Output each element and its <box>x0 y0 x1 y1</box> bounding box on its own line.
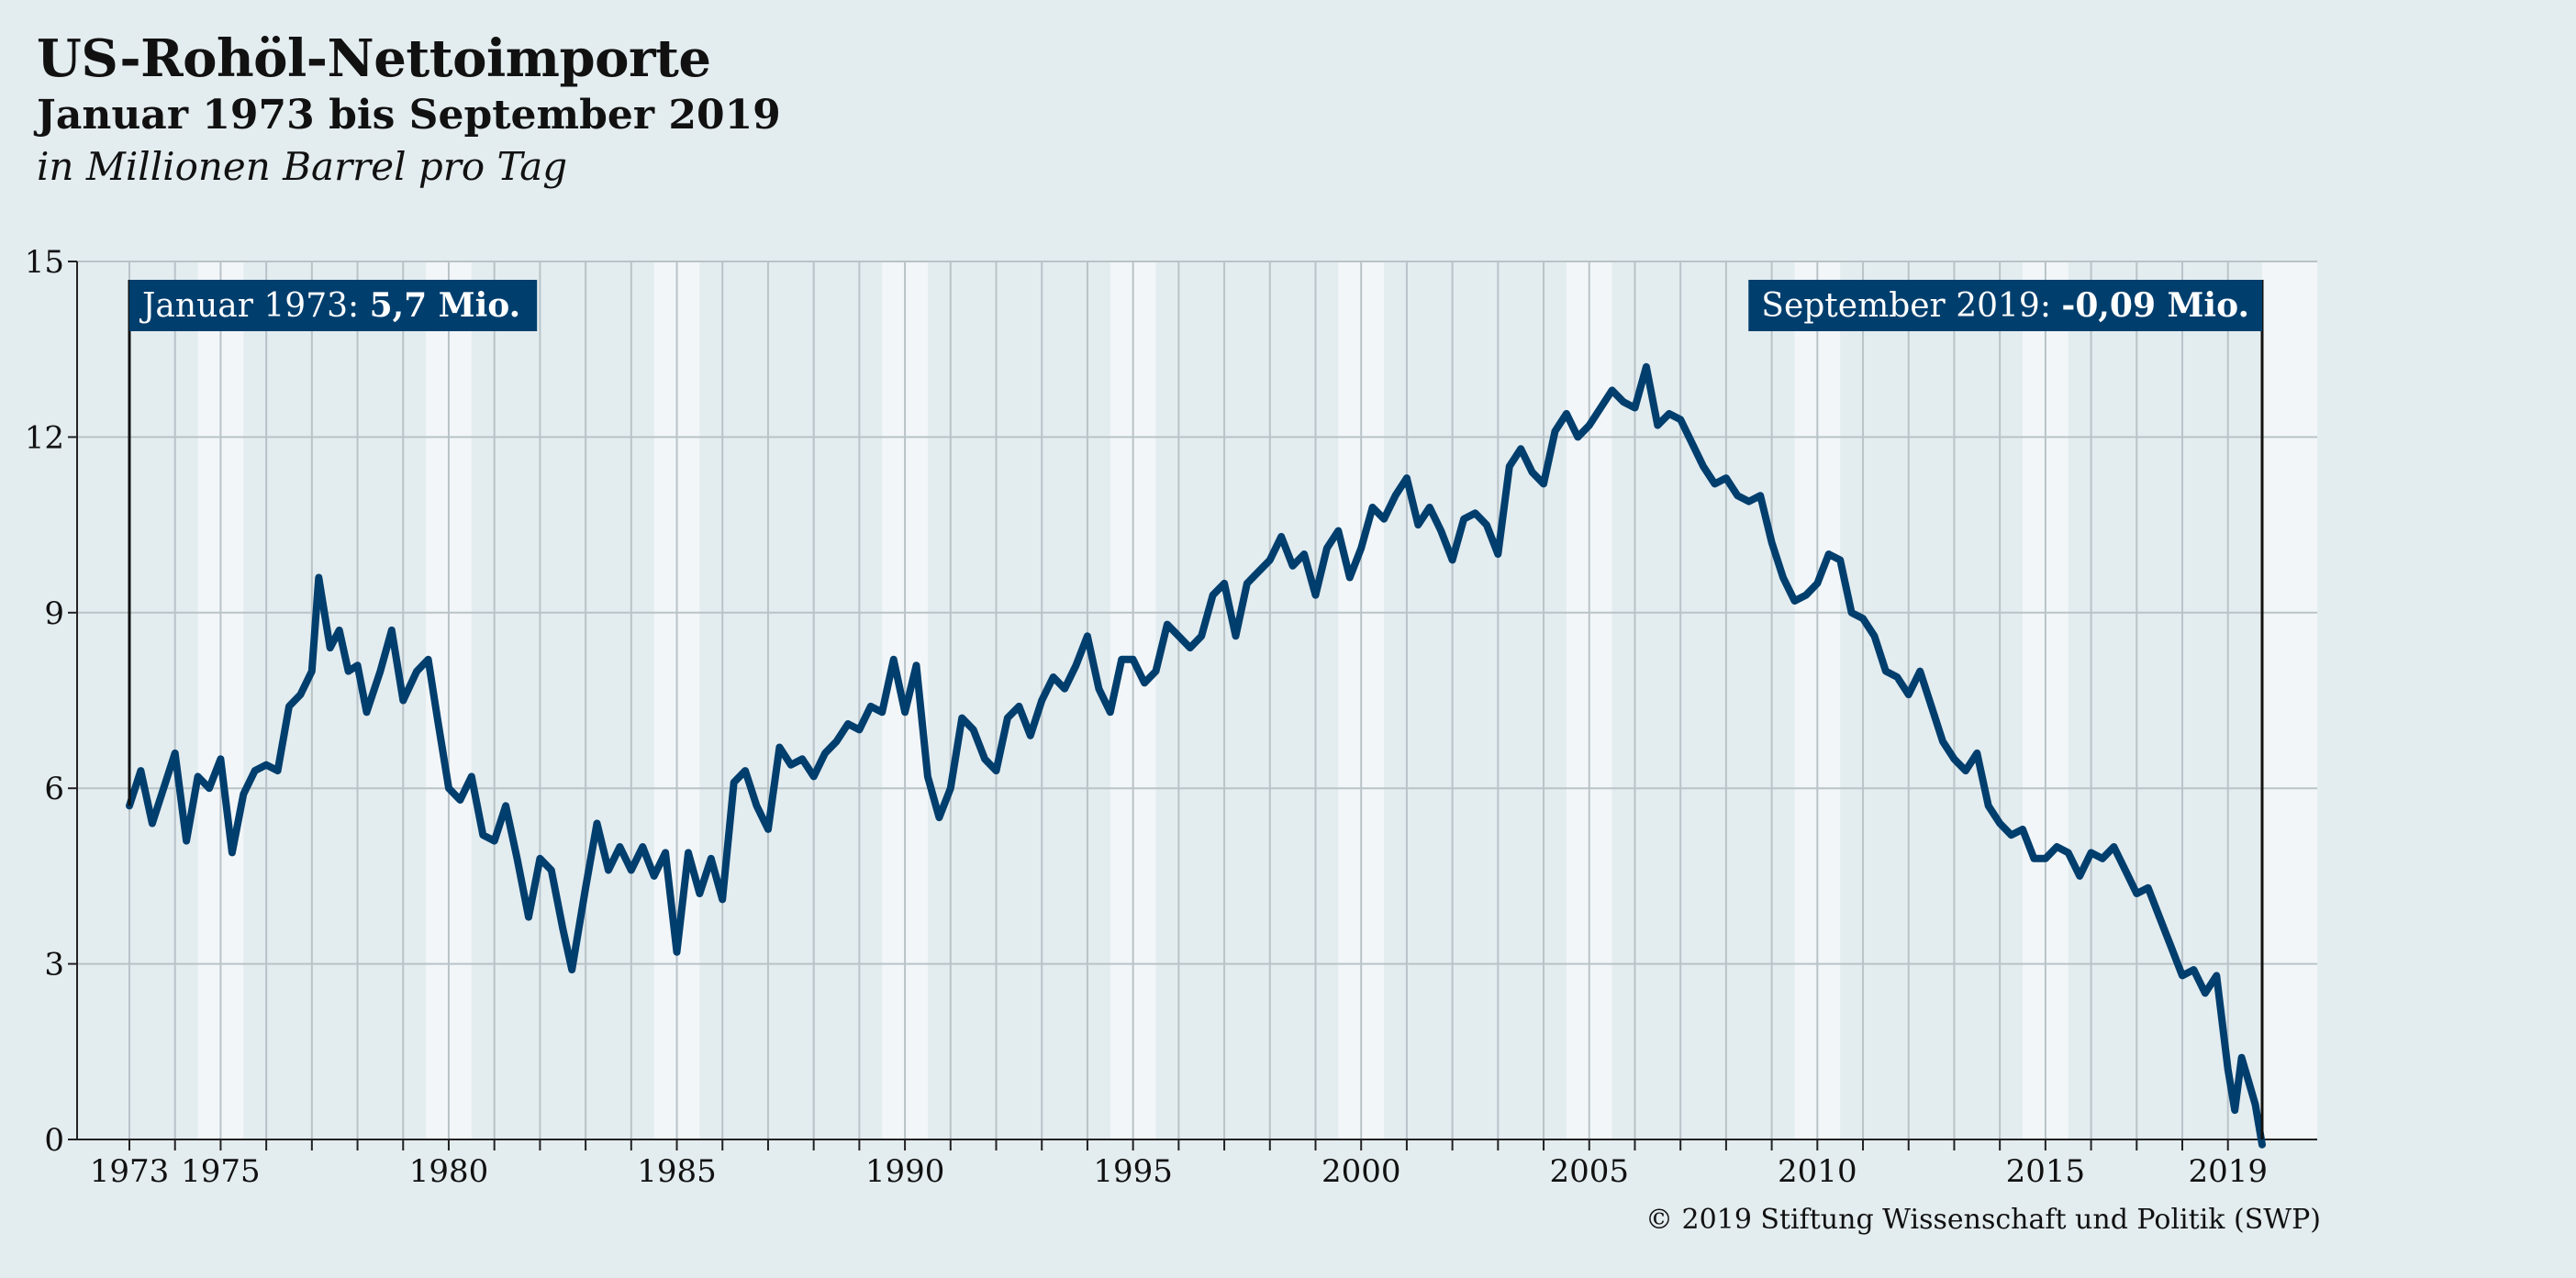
right-annotation-text: September 2019: -0,09 Mio. <box>1761 286 2249 325</box>
y-tick-label: 15 <box>25 244 64 281</box>
y-tick-label: 12 <box>25 419 64 456</box>
x-tick-label: 1995 <box>1093 1153 1173 1190</box>
x-tick-label: 1980 <box>409 1153 489 1190</box>
x-tick-label: 2000 <box>1321 1153 1401 1190</box>
left-annotation-value: 5,7 Mio. <box>370 286 521 325</box>
x-tick-label: 1985 <box>637 1153 717 1190</box>
right-annotation-box <box>1748 280 2262 331</box>
x-tick-label: 1990 <box>865 1153 945 1190</box>
chart-subtitle: Januar 1973 bis September 2019 <box>37 92 781 139</box>
band-right-margin <box>2262 261 2317 1139</box>
series-line-0 <box>126 362 2266 1149</box>
vertical-gridlines <box>128 261 2229 1139</box>
x-tick-label: 2015 <box>2006 1153 2086 1190</box>
chart-unit: in Millionen Barrel pro Tag <box>37 144 568 189</box>
x-tick-label: 1973 <box>90 1153 170 1190</box>
y-tick-label: 9 <box>44 595 64 632</box>
axes <box>68 261 2317 1150</box>
y-tick-label: 6 <box>44 771 64 807</box>
x-tick-label: 2019 <box>2188 1153 2268 1190</box>
right-annotation-value: -0,09 Mio. <box>2061 286 2249 325</box>
x-tick-label: 1975 <box>181 1153 261 1190</box>
left-annotation-text: Januar 1973: 5,7 Mio. <box>139 286 520 325</box>
left-annotation-label: Januar 1973: <box>139 287 370 325</box>
x-tick-labels: 1973 1975 1980 1985 1990 1995 2000 2005 2010 2015… <box>90 1153 2268 1190</box>
horizontal-gridlines <box>77 261 2317 1140</box>
y-tick-label: 3 <box>44 947 64 984</box>
left-annotation-box <box>129 280 538 331</box>
chart-header: US-Rohöl-Nettoimporte Januar 1973 bis Se… <box>37 28 781 193</box>
y-tick-label: 0 <box>44 1122 64 1159</box>
right-annotation-label: September 2019: <box>1761 287 2061 325</box>
x-tick-label: 2010 <box>1778 1153 1857 1190</box>
chart-title: US-Rohöl-Nettoimporte <box>37 28 711 89</box>
series-group <box>126 362 2266 1149</box>
source-credit: © 2019 Stiftung Wissenschaft und Politik… <box>1645 1204 2321 1236</box>
annotations: Januar 1973: 5,7 Mio. September 2019: -0… <box>128 280 2264 1139</box>
y-tick-labels: 0 3 6 9 12 15 <box>25 244 64 1159</box>
x-tick-label: 2005 <box>1549 1153 1629 1190</box>
